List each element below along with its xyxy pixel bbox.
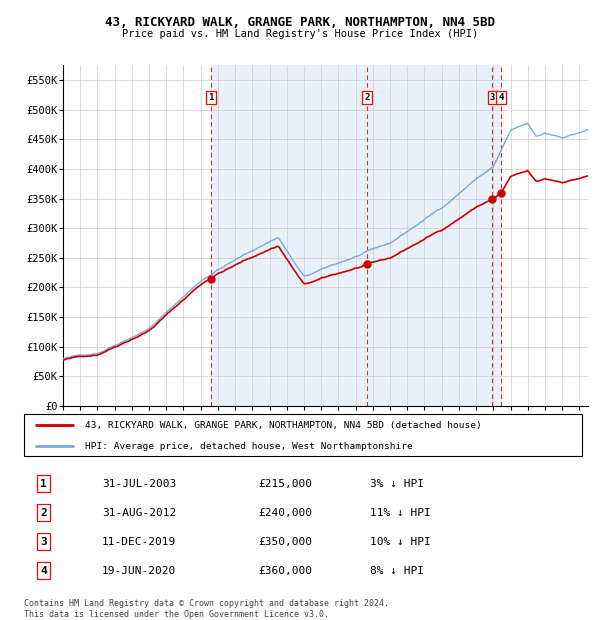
Text: 11-DEC-2019: 11-DEC-2019 — [102, 537, 176, 547]
Text: Price paid vs. HM Land Registry's House Price Index (HPI): Price paid vs. HM Land Registry's House … — [122, 29, 478, 38]
Text: Contains HM Land Registry data © Crown copyright and database right 2024.
This d: Contains HM Land Registry data © Crown c… — [24, 600, 389, 619]
Text: 1: 1 — [40, 479, 47, 489]
Text: 10% ↓ HPI: 10% ↓ HPI — [370, 537, 431, 547]
Text: 4: 4 — [499, 93, 504, 102]
Text: 2: 2 — [364, 93, 370, 102]
Text: HPI: Average price, detached house, West Northamptonshire: HPI: Average price, detached house, West… — [85, 442, 413, 451]
Text: 43, RICKYARD WALK, GRANGE PARK, NORTHAMPTON, NN4 5BD: 43, RICKYARD WALK, GRANGE PARK, NORTHAMP… — [105, 16, 495, 29]
Text: 43, RICKYARD WALK, GRANGE PARK, NORTHAMPTON, NN4 5BD (detached house): 43, RICKYARD WALK, GRANGE PARK, NORTHAMP… — [85, 421, 482, 430]
Text: 2: 2 — [40, 508, 47, 518]
Text: 11% ↓ HPI: 11% ↓ HPI — [370, 508, 431, 518]
Text: 8% ↓ HPI: 8% ↓ HPI — [370, 565, 424, 576]
Text: 3: 3 — [40, 537, 47, 547]
Text: £240,000: £240,000 — [259, 508, 313, 518]
Text: 3: 3 — [490, 93, 495, 102]
Text: £215,000: £215,000 — [259, 479, 313, 489]
FancyBboxPatch shape — [24, 414, 582, 456]
Text: £360,000: £360,000 — [259, 565, 313, 576]
Text: 3% ↓ HPI: 3% ↓ HPI — [370, 479, 424, 489]
Text: 19-JUN-2020: 19-JUN-2020 — [102, 565, 176, 576]
Text: 4: 4 — [40, 565, 47, 576]
Text: 31-JUL-2003: 31-JUL-2003 — [102, 479, 176, 489]
Text: £350,000: £350,000 — [259, 537, 313, 547]
Bar — [211, 65, 502, 406]
Text: 31-AUG-2012: 31-AUG-2012 — [102, 508, 176, 518]
Text: 1: 1 — [208, 93, 214, 102]
